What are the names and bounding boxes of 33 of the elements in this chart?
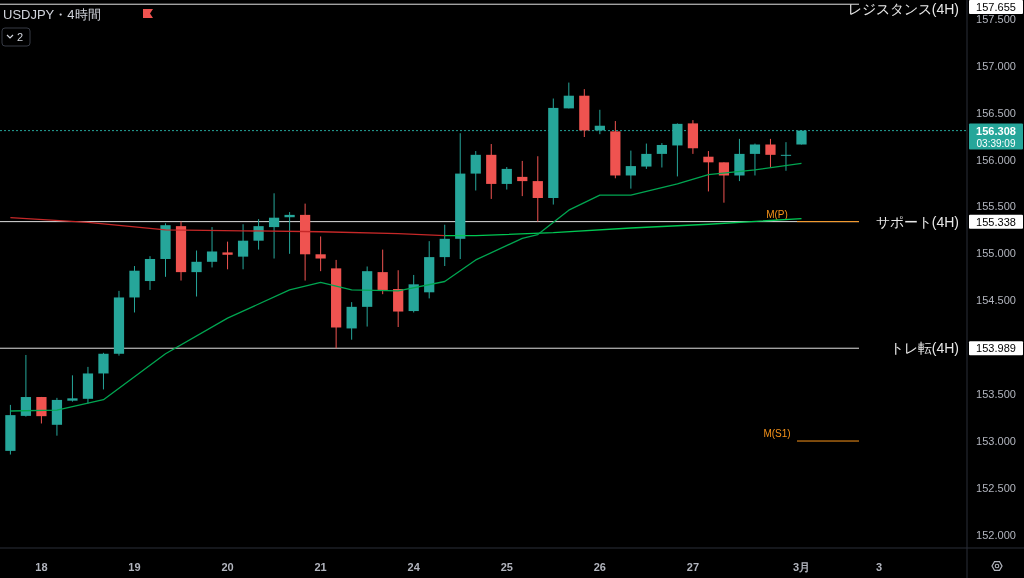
y-tick-label: 157.500 — [976, 12, 1016, 25]
x-tick-label: 25 — [500, 561, 513, 573]
x-tick-label: 18 — [35, 561, 48, 573]
ref-line-label: M(P) — [766, 208, 788, 220]
y-tick-label: 153.989 — [976, 342, 1016, 355]
x-tick-label: 27 — [686, 561, 700, 573]
annotation: 2 — [17, 31, 24, 43]
y-tick-label: 154.500 — [976, 294, 1016, 307]
ref-line-label: M(S1) — [763, 428, 791, 440]
y-tick-label: 155.000 — [976, 247, 1016, 260]
y-tick-label: 157.655 — [976, 1, 1016, 13]
ref-line-label: サポート(4H) — [875, 213, 959, 230]
y-tick-label: 153.500 — [976, 388, 1016, 401]
ref-line-label: レジスタンス(4H) — [847, 1, 959, 17]
y-tick-label: 153.000 — [976, 435, 1016, 448]
x-tick-label: 26 — [593, 561, 606, 573]
x-tick-label: 24 — [407, 561, 421, 573]
y-tick-label: 152.000 — [976, 528, 1016, 541]
x-tick-label: 3月 — [792, 561, 811, 573]
y-tick-label: 155.500 — [976, 200, 1016, 213]
x-tick-label: 3 — [875, 561, 883, 573]
x-tick-label: 19 — [128, 561, 141, 573]
x-tick-label: 20 — [221, 561, 234, 573]
text: USDJPY・4時間 — [3, 7, 101, 22]
y-tick-label: 155.338 — [976, 215, 1016, 228]
y-tick-label: 157.000 — [976, 59, 1016, 72]
text: 03:39:09 — [976, 137, 1016, 149]
x-tick-label: 21 — [314, 561, 327, 573]
y-tick-label: 152.500 — [976, 481, 1016, 494]
ref-line-label: トレ転(4H) — [889, 340, 959, 357]
y-tick-label: 156.308 — [976, 124, 1016, 137]
y-tick-label: 156.500 — [976, 106, 1016, 119]
y-tick-label: 156.000 — [976, 153, 1016, 166]
